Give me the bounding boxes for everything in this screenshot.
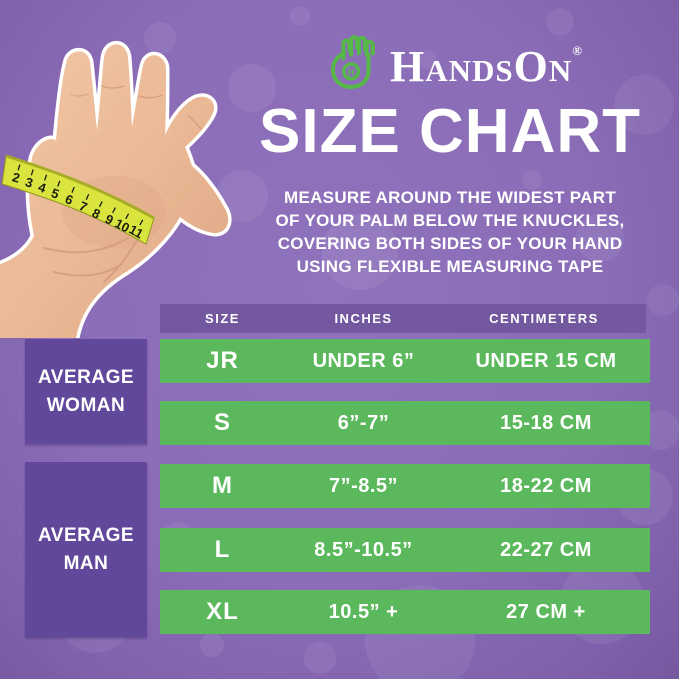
- column-header-size: SIZE: [205, 311, 240, 326]
- centimeters-cell: 18-22 CM: [500, 474, 592, 497]
- measuring-tape: 2 3 4 5 6 7 8 9 10 11: [1, 154, 155, 245]
- wordmark-letter: O: [513, 42, 549, 91]
- size-cell: L: [214, 536, 231, 563]
- table-row-jr: JR UNDER 6” UNDER 15 CM: [160, 339, 650, 383]
- page-title: SIZE CHART: [259, 97, 641, 166]
- instruction-line: COVERING BOTH SIDES OF YOUR HAND: [277, 234, 623, 253]
- inches-cell: 6”-7”: [337, 411, 390, 434]
- inches-cell: 7”-8.5”: [328, 474, 399, 497]
- registered-mark: ®: [572, 43, 582, 58]
- svg-text:3: 3: [23, 174, 34, 190]
- wordmark-letters: ANDS: [425, 53, 514, 88]
- tape-scale: 2 3 4 5 6 7 8 9 10 11: [11, 164, 146, 242]
- instruction-line: MEASURE AROUND THE WIDEST PART: [284, 188, 616, 207]
- svg-text:H: H: [348, 67, 355, 78]
- column-header-centimeters: CENTIMETERS: [489, 311, 599, 326]
- centimeters-cell: 27 CM +: [506, 600, 586, 623]
- svg-text:10: 10: [112, 216, 132, 236]
- table-row-xl: XL 10.5” + 27 CM +: [160, 590, 650, 634]
- size-cell: M: [212, 472, 233, 499]
- inches-cell: UNDER 6”: [312, 349, 415, 372]
- column-header-inches: INCHES: [334, 311, 393, 326]
- centimeters-cell: UNDER 15 CM: [475, 349, 617, 372]
- group-label-line: AVERAGE: [37, 524, 135, 546]
- centimeters-cell: 22-27 CM: [500, 538, 592, 561]
- svg-text:11: 11: [127, 222, 146, 242]
- wordmark-letter: H: [390, 42, 426, 91]
- table-header-row: SIZE INCHES CENTIMETERS: [160, 304, 646, 333]
- group-label-line: MAN: [63, 552, 109, 574]
- wordmark-letter: N: [548, 53, 573, 88]
- handson-logo-icon: H: [330, 34, 375, 89]
- hand-illustration: 2 3 4 5 6 7 8 9 10 11: [0, 40, 232, 338]
- size-cell: JR: [206, 347, 239, 374]
- group-label-average-woman: AVERAGE WOMAN: [25, 339, 147, 444]
- instruction-line: USING FLEXIBLE MEASURING TAPE: [296, 257, 604, 276]
- brand-wordmark: HANDSON®: [390, 44, 582, 92]
- svg-text:2: 2: [11, 169, 22, 185]
- group-label-line: AVERAGE: [37, 366, 135, 388]
- svg-text:5: 5: [49, 185, 61, 202]
- table-row-m: M 7”-8.5” 18-22 CM: [160, 464, 650, 508]
- brand-logo: H HANDSON®: [326, 30, 582, 92]
- instruction-line: OF YOUR PALM BELOW THE KNUCKLES,: [275, 211, 625, 230]
- palm-creases: [43, 85, 202, 283]
- group-label-line: WOMAN: [46, 394, 126, 416]
- inches-cell: 8.5”-10.5”: [314, 538, 413, 561]
- size-cell: S: [213, 409, 231, 436]
- inches-cell: 10.5” +: [328, 600, 399, 623]
- size-cell: XL: [206, 598, 239, 625]
- table-row-l: L 8.5”-10.5” 22-27 CM: [160, 528, 650, 572]
- group-label-average-man: AVERAGE MAN: [25, 462, 147, 637]
- measuring-instructions: MEASURE AROUND THE WIDEST PART OF YOUR P…: [233, 186, 667, 278]
- table-row-s: S 6”-7” 15-18 CM: [160, 401, 650, 445]
- hand-silhouette: [0, 40, 232, 338]
- centimeters-cell: 15-18 CM: [500, 411, 592, 434]
